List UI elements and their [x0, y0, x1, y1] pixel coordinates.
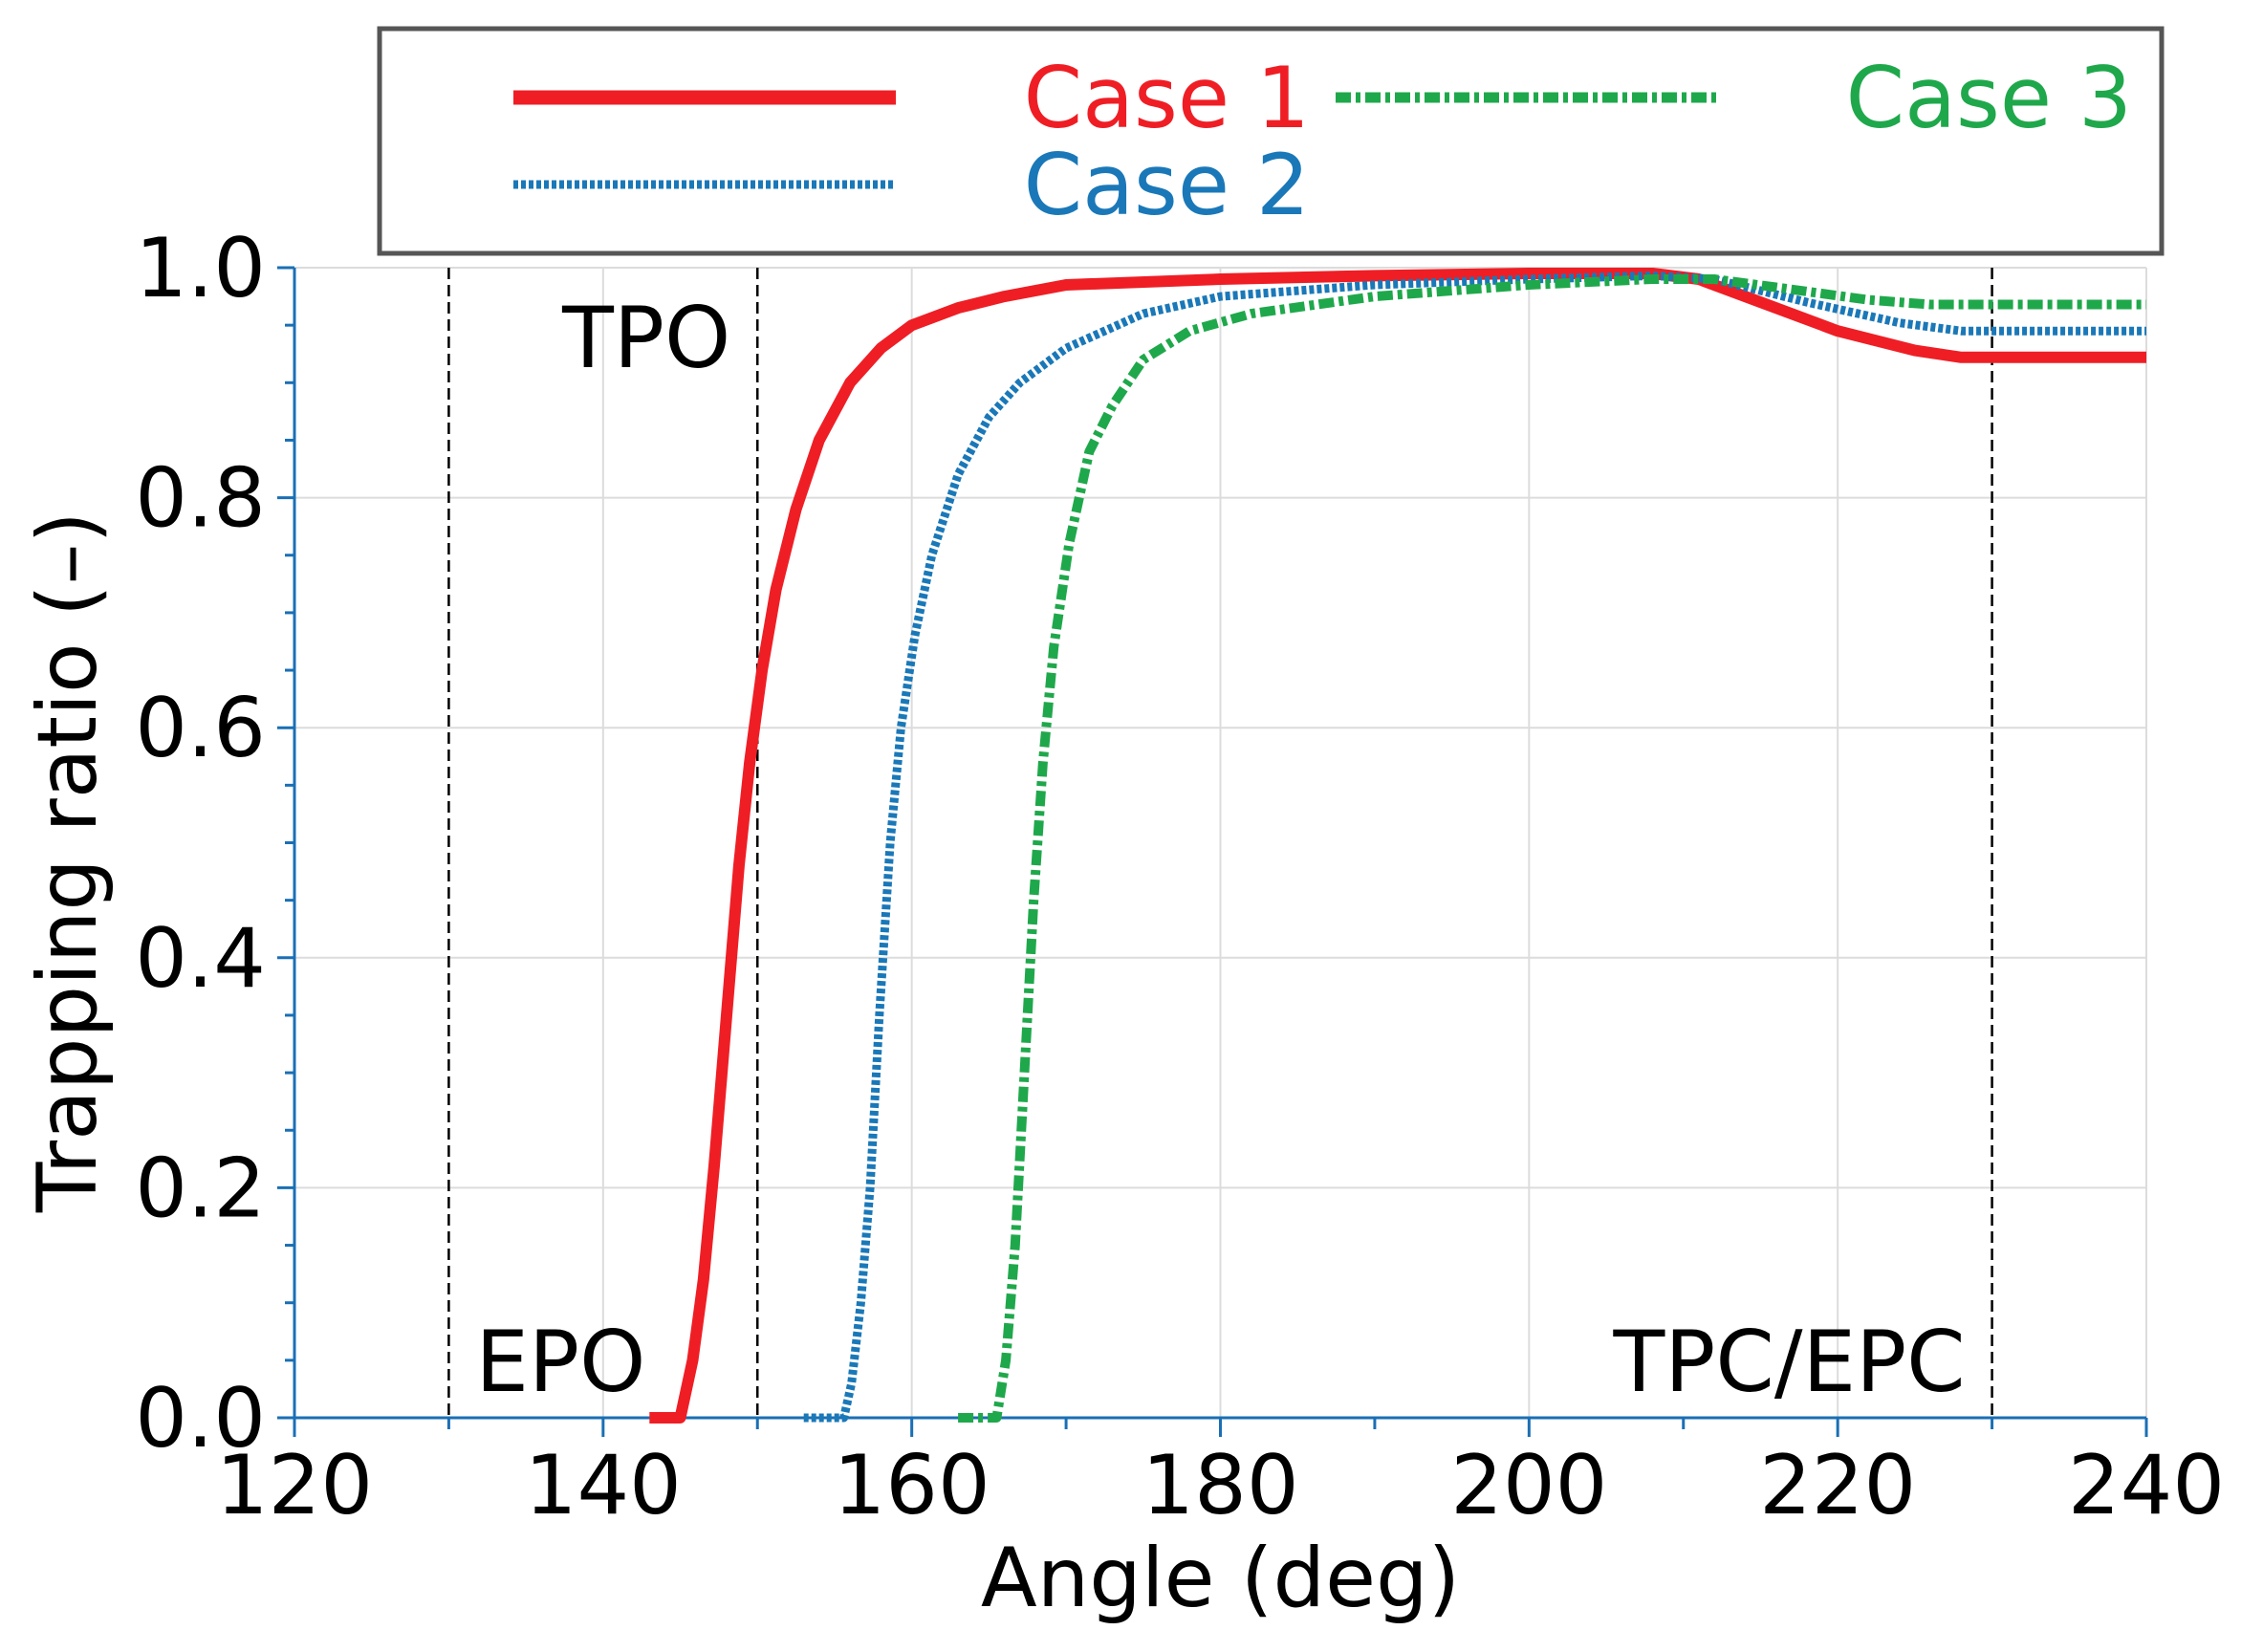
- legend: Case 1 Case 2 Case 3: [377, 26, 2165, 256]
- x-tick-label: 240: [2068, 1438, 2225, 1533]
- x-tick-label: 220: [1759, 1438, 1916, 1533]
- legend-label-case-1: Case 1: [1024, 49, 1310, 147]
- legend-label-case-2: Case 2: [1024, 136, 1310, 234]
- axis-ticks: 120 140 160 180 200 220 240 0.0 0.2 0.4 0.6 0.8 1.0: [135, 221, 2225, 1533]
- reference-label-epo: EPO: [475, 1313, 645, 1411]
- reference-label-tpcepc: TPC/EPC: [1613, 1313, 1966, 1411]
- series-line-case-3: [958, 274, 2146, 1423]
- series-line-case-2: [803, 271, 2146, 1423]
- data-series: [649, 268, 2146, 1424]
- y-tick-label: 0.6: [135, 681, 266, 776]
- legend-label-case-3: Case 3: [1846, 49, 2132, 147]
- y-tick-label: 0.8: [135, 451, 266, 547]
- reference-lines: EPO TPO TPC/EPC: [447, 268, 1993, 1418]
- series-line-case-1: [649, 268, 2146, 1424]
- x-tick-label: 120: [216, 1438, 373, 1533]
- y-tick-label: 0.2: [135, 1141, 266, 1236]
- gridlines: [294, 267, 2147, 1418]
- x-tick-label: 160: [834, 1438, 990, 1533]
- x-tick-label: 200: [1450, 1438, 1607, 1533]
- y-tick-label: 0.0: [135, 1371, 266, 1467]
- reference-label-tpo: TPO: [561, 289, 730, 387]
- x-tick-label: 180: [1142, 1438, 1298, 1533]
- x-axis-label: Angle (deg): [981, 1531, 1460, 1626]
- x-tick-label: 140: [525, 1438, 682, 1533]
- legend-box: [377, 26, 2165, 256]
- y-axis-label: Trapping ratio (–): [20, 511, 116, 1213]
- y-tick-label: 0.4: [135, 911, 266, 1007]
- y-tick-label: 1.0: [135, 221, 266, 316]
